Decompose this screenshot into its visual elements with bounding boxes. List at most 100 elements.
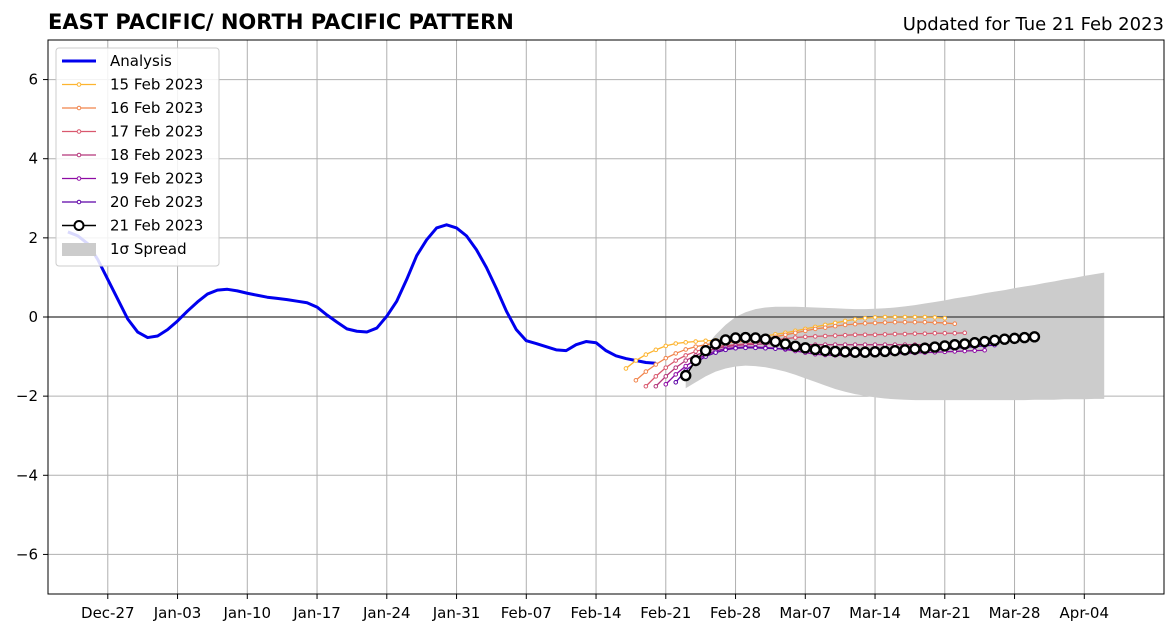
legend: Analysis 15 Feb 2023 16 Feb 2023 17 Feb 202… <box>55 47 220 267</box>
forecast-point-6-19 <box>869 346 881 358</box>
forecast-point-3-21 <box>862 342 868 348</box>
legend-item-7: 21 Feb 2023 <box>62 217 203 235</box>
forecast-point-1-25 <box>882 320 888 325</box>
forecast-point-1-32 <box>952 321 958 327</box>
forecast-point-0-26 <box>882 314 888 320</box>
y-tick-label-1: 4 <box>28 150 38 168</box>
forecast-point-1-31 <box>942 320 948 326</box>
forecast-point-1-26 <box>892 319 898 325</box>
y-tick-label-4: −2 <box>16 387 38 405</box>
forecast-point-1-24 <box>872 320 878 326</box>
forecast-point-1-30 <box>932 320 938 325</box>
forecast-point-6-3 <box>709 338 722 350</box>
forecast-point-0-5 <box>673 341 679 346</box>
forecast-point-2-4 <box>683 353 689 358</box>
legend-label-4: 18 Feb 2023 <box>110 146 203 164</box>
forecast-point-6-17 <box>849 346 861 358</box>
x-tick-label-12: Mar-21 <box>919 604 971 622</box>
forecast-point-6-14 <box>819 344 831 357</box>
x-tick-label-11: Mar-14 <box>849 604 901 622</box>
forecast-point-6-33 <box>1008 332 1021 345</box>
forecast-point-1-5 <box>683 347 689 352</box>
forecast-point-2-1 <box>653 374 659 379</box>
forecast-point-6-20 <box>879 345 891 358</box>
y-tick-label-5: −4 <box>16 466 38 484</box>
forecast-point-6-24 <box>919 342 931 354</box>
forecast-point-0-3 <box>653 347 659 353</box>
legend-label-6: 20 Feb 2023 <box>110 193 203 211</box>
forecast-point-6-13 <box>809 343 821 356</box>
forecast-point-0-32 <box>942 315 948 321</box>
forecast-point-0-25 <box>872 315 878 320</box>
forecast-point-6-30 <box>978 335 991 348</box>
forecast-point-6-1 <box>689 354 702 367</box>
forecast-point-2-32 <box>962 330 968 336</box>
legend-item-8: 1σ Spread <box>62 240 187 258</box>
forecast-point-1-1 <box>643 369 649 374</box>
forecast-point-6-6 <box>739 331 752 344</box>
legend-marker-1 <box>76 82 82 87</box>
x-tick-label-2: Jan-10 <box>222 604 271 622</box>
y-tick-label-6: −6 <box>16 545 38 563</box>
legend-label-0: Analysis <box>110 52 172 70</box>
forecast-point-1-4 <box>673 351 679 356</box>
forecast-point-4-32 <box>982 347 987 353</box>
legend-label-3: 17 Feb 2023 <box>110 123 203 141</box>
forecast-point-1-20 <box>832 323 838 329</box>
spread-band-layer <box>685 272 1105 401</box>
forecast-point-4-2 <box>683 363 689 369</box>
forecast-point-1-22 <box>852 321 858 327</box>
x-tick-label-3: Jan-17 <box>292 604 341 622</box>
forecast-point-2-26 <box>902 331 908 337</box>
forecast-point-1-27 <box>902 319 908 325</box>
forecast-point-2-30 <box>942 330 948 336</box>
forecast-point-1-28 <box>912 319 918 325</box>
forecast-point-6-29 <box>968 337 981 349</box>
forecast-point-2-5 <box>693 349 698 354</box>
forecast-point-2-21 <box>852 332 858 338</box>
updated-label: Updated for Tue 21 Feb 2023 <box>903 14 1164 35</box>
forecast-point-6-15 <box>829 345 841 358</box>
forecast-point-2-27 <box>912 331 918 336</box>
forecast-point-1-29 <box>922 319 928 325</box>
forecast-point-0-4 <box>663 343 669 349</box>
legend-label-7: 21 Feb 2023 <box>110 217 203 235</box>
forecast-point-6-22 <box>899 344 911 356</box>
forecast-point-6-0 <box>680 369 692 382</box>
legend-label-2: 16 Feb 2023 <box>110 99 203 117</box>
legend-item-5: 19 Feb 2023 <box>62 170 203 188</box>
forecast-point-6-16 <box>839 346 851 358</box>
y-tick-label-3: 0 <box>28 308 38 326</box>
forecast-point-6-2 <box>699 344 712 357</box>
forecast-point-0-0 <box>623 366 629 371</box>
x-tick-label-8: Feb-21 <box>640 604 691 622</box>
forecast-point-3-3 <box>683 358 689 363</box>
forecast-point-2-20 <box>842 332 848 338</box>
legend-marker-5 <box>76 176 82 181</box>
forecast-point-0-23 <box>852 317 858 322</box>
y-tick-label-0: 6 <box>28 71 38 89</box>
forecast-point-1-0 <box>633 378 639 383</box>
x-tick-label-0: Dec-27 <box>81 604 135 622</box>
forecast-layer <box>623 314 1041 389</box>
forecast-point-5-8 <box>753 345 758 351</box>
forecast-point-5-7 <box>743 345 748 351</box>
forecast-point-4-0 <box>663 381 669 387</box>
forecast-point-2-23 <box>872 332 878 338</box>
forecast-point-0-30 <box>922 314 928 320</box>
forecast-point-2-17 <box>812 334 818 339</box>
x-tick-label-14: Apr-04 <box>1060 604 1110 622</box>
forecast-point-1-19 <box>822 325 828 330</box>
forecast-point-3-0 <box>653 383 659 389</box>
forecast-point-1-23 <box>862 321 868 326</box>
forecast-point-1-16 <box>793 330 798 336</box>
forecast-point-0-27 <box>892 314 898 320</box>
legend-marker-4 <box>76 152 82 158</box>
y-tick-label-2: 2 <box>28 229 38 247</box>
forecast-point-1-3 <box>663 355 669 361</box>
legend-marker-3 <box>76 129 82 134</box>
forecast-point-6-31 <box>988 334 1001 347</box>
forecast-point-0-2 <box>643 352 649 357</box>
legend-label-1: 15 Feb 2023 <box>110 76 203 94</box>
